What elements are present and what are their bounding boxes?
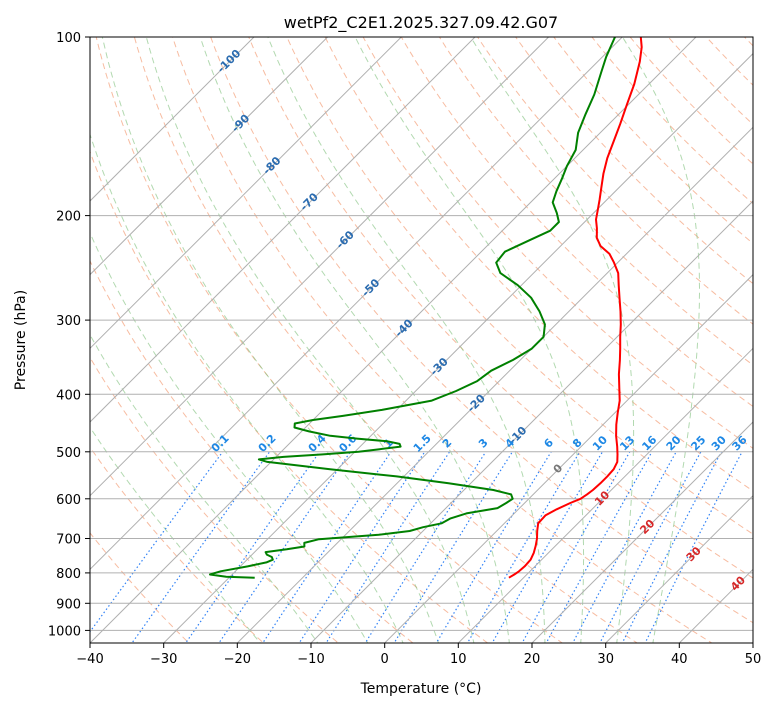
moist-adiabat bbox=[90, 426, 261, 643]
moist-adiabat bbox=[470, 37, 635, 643]
x-tick-label: −40 bbox=[76, 652, 103, 667]
plot-frame bbox=[89, 36, 754, 644]
isotherm-line bbox=[90, 37, 550, 497]
x-axis-ticks: −40 −30 −20 −10 0 10 20 30 40 50 bbox=[76, 643, 761, 667]
mixing-ratio-line bbox=[545, 451, 653, 643]
y-axis-ticks: 100 200 300 400 500 600 700 800 900 1000 bbox=[48, 31, 90, 639]
mixing-ratio-line bbox=[521, 451, 631, 643]
mixing-ratio-line bbox=[131, 451, 271, 643]
isotherm-line bbox=[162, 52, 753, 643]
isotherm-line bbox=[90, 37, 624, 571]
dry-adiabat bbox=[90, 150, 489, 643]
dry-adiabat bbox=[324, 37, 753, 492]
isotherm-line bbox=[531, 421, 753, 643]
mixing-ratio-line bbox=[298, 451, 426, 643]
x-tick-label: 40 bbox=[671, 652, 688, 667]
plot-area: -100-90-80-70-60-50-40-30-20-10010203040… bbox=[90, 37, 753, 643]
dry-adiabat bbox=[362, 37, 753, 449]
x-tick-label: 10 bbox=[450, 652, 467, 667]
isotherm-line bbox=[90, 37, 476, 423]
mixing-ratio-line bbox=[218, 451, 351, 643]
profile-series bbox=[209, 37, 643, 579]
temperature-profile bbox=[508, 37, 643, 579]
y-tick-label: 700 bbox=[56, 533, 81, 548]
pressure-gridlines bbox=[90, 37, 753, 631]
x-tick-label: −30 bbox=[150, 652, 177, 667]
isotherm-line bbox=[383, 273, 753, 643]
y-tick-label: 800 bbox=[56, 567, 81, 582]
isotherm-line bbox=[90, 37, 329, 276]
x-tick-label: −10 bbox=[297, 652, 324, 667]
moist-adiabat bbox=[622, 37, 700, 643]
y-tick-label: 200 bbox=[56, 210, 81, 225]
y-tick-label: 500 bbox=[56, 446, 81, 461]
dry-adiabat bbox=[248, 37, 753, 579]
dry-adiabat bbox=[476, 37, 753, 325]
y-tick-label: 300 bbox=[56, 314, 81, 329]
y-tick-label: 600 bbox=[56, 493, 81, 508]
x-tick-label: −20 bbox=[224, 652, 251, 667]
isotherm-line bbox=[90, 37, 403, 350]
dry-adiabat bbox=[95, 37, 564, 643]
y-axis-label: Pressure (hPa) bbox=[13, 290, 29, 390]
moist-adiabat bbox=[267, 37, 546, 643]
x-tick-label: 20 bbox=[524, 652, 541, 667]
isotherm-line bbox=[90, 37, 255, 202]
isotherm-line bbox=[236, 126, 753, 643]
mixing-ratio-line bbox=[466, 451, 581, 643]
dewpoint-profile bbox=[209, 37, 616, 579]
mixing-ratio-line bbox=[435, 451, 552, 643]
x-tick-label: 0 bbox=[381, 652, 389, 667]
x-tick-label: 30 bbox=[597, 652, 614, 667]
dry-adiabats bbox=[90, 37, 753, 643]
y-tick-label: 900 bbox=[56, 597, 81, 612]
moist-adiabat bbox=[90, 133, 404, 643]
dry-adiabat bbox=[133, 37, 638, 643]
dry-adiabat bbox=[438, 37, 753, 366]
y-tick-label: 400 bbox=[56, 388, 81, 403]
isotherm-line bbox=[310, 200, 753, 643]
y-tick-label: 1000 bbox=[48, 624, 81, 639]
y-tick-label: 100 bbox=[56, 31, 81, 46]
chart-title: wetPf2_C2E1.2025.327.09.42.G07 bbox=[284, 13, 558, 33]
mixing-ratio-lines bbox=[90, 451, 743, 643]
mixing-ratio-line bbox=[262, 451, 392, 643]
moist-adiabat bbox=[354, 37, 585, 643]
x-tick-label: 50 bbox=[745, 652, 762, 667]
mixing-ratio-line bbox=[491, 451, 604, 643]
moist-adiabat bbox=[145, 37, 475, 643]
moist-adiabat bbox=[90, 231, 369, 643]
isotherms bbox=[90, 37, 753, 643]
mixing-ratio-line bbox=[572, 451, 677, 643]
isotherm-line bbox=[457, 347, 753, 643]
mixing-ratio-line bbox=[644, 451, 743, 643]
moist-adiabat bbox=[101, 37, 440, 643]
mixing-ratio-line bbox=[184, 451, 321, 643]
dry-adiabat bbox=[515, 37, 753, 285]
x-axis-label: Temperature (°C) bbox=[360, 681, 482, 697]
mixing-ratio-line bbox=[325, 451, 451, 643]
dry-adiabat bbox=[90, 446, 265, 643]
dry-adiabat bbox=[172, 37, 713, 643]
isotherm-line bbox=[604, 494, 753, 643]
isotherm-line bbox=[90, 37, 697, 643]
dry-adiabat bbox=[286, 37, 753, 535]
